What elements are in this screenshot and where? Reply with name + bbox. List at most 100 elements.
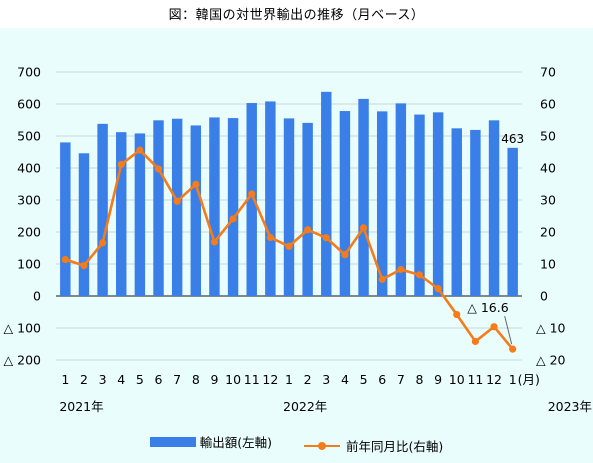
x-tick-label: 9: [434, 372, 442, 387]
line-point: [397, 265, 405, 274]
line-point: [434, 285, 442, 293]
x-tick-label: 4: [117, 372, 125, 387]
bar: [414, 114, 425, 296]
right-tick-label: △ 10: [536, 321, 566, 336]
last-point-data-label: △ 16.6: [467, 300, 508, 315]
line-point: [304, 226, 312, 234]
x-axis-ticks: 1 2 3 4 5 6 7 8 9 10 11 12 1 2 3 4 5 6 7 8 9 10 11 12 1 (月)2021年 2…: [59, 372, 592, 414]
x-tick-label: 1: [61, 372, 69, 387]
line-point: [80, 262, 88, 270]
month-unit-label: (月): [518, 372, 540, 387]
right-tick-label: 10: [540, 257, 556, 272]
callout-line: [504, 315, 513, 345]
legend: 輸出額(左軸) 前年同月比(右軸): [0, 432, 593, 455]
right-tick-label: 30: [540, 193, 556, 208]
bar: [470, 129, 481, 296]
x-tick-label: 12: [486, 372, 502, 387]
left-tick-label: 600: [17, 97, 41, 112]
line-point: [192, 180, 200, 188]
x-tick-label: 9: [210, 372, 218, 387]
bar-series: [60, 91, 518, 297]
annotations: 463 △ 16.6: [467, 132, 524, 345]
bar: [451, 128, 462, 296]
x-tick-label: 6: [378, 372, 386, 387]
bar: [78, 153, 90, 296]
right-tick-label: △ 20: [536, 353, 566, 368]
x-tick-label: 10: [449, 372, 465, 387]
legend-item-exports: 輸出額(左軸): [149, 432, 272, 451]
legend-item-yoy: 前年同月比(右軸): [303, 436, 443, 455]
legend-line-swatch: [303, 441, 340, 450]
bar: [376, 111, 388, 296]
line-point: [378, 275, 386, 283]
line-point: [322, 234, 330, 242]
line-point: [173, 197, 181, 205]
x-tick-label: 1: [509, 372, 517, 387]
x-tick-label: 12: [262, 372, 278, 387]
bar: [134, 133, 146, 296]
x-tick-label: 4: [341, 372, 349, 387]
bar: [227, 118, 239, 296]
line-point: [61, 255, 69, 264]
bar: [321, 91, 332, 296]
x-tick-label: 1: [285, 372, 293, 387]
line-point: [136, 146, 144, 154]
bar: [60, 142, 71, 296]
bar: [246, 103, 257, 296]
x-tick-label: 2: [304, 372, 312, 387]
line-point: [99, 239, 107, 247]
line-series: [61, 146, 517, 353]
x-tick-label: 7: [173, 372, 181, 387]
bar: [432, 112, 444, 296]
left-tick-label: 0: [33, 289, 41, 304]
right-tick-label: 20: [540, 225, 556, 240]
x-tick-label: 8: [192, 372, 200, 387]
left-tick-label: 500: [17, 129, 41, 144]
line-point: [210, 238, 219, 246]
line-point: [359, 224, 368, 232]
bar: [488, 120, 500, 296]
right-tick-label: 40: [540, 161, 556, 176]
x-tick-label: 2: [80, 372, 88, 387]
right-tick-label: 60: [540, 97, 556, 112]
bar: [209, 117, 220, 296]
right-axis-ticks: 70 60 50 40 30 20 10 0 △ 10 △ 20: [536, 65, 566, 368]
x-tick-label: 11: [467, 372, 483, 387]
bar: [283, 118, 295, 297]
x-tick-label: 3: [322, 372, 330, 387]
x-tick-label: 7: [397, 372, 405, 387]
year-label: 2022年: [283, 399, 327, 414]
line-point: [285, 242, 293, 250]
right-tick-label: 50: [540, 129, 556, 144]
bar: [171, 118, 183, 296]
line-point: [509, 345, 517, 353]
line-point: [117, 160, 125, 169]
line-point: [453, 310, 461, 319]
left-tick-label: 100: [17, 257, 41, 272]
line-point: [490, 323, 498, 331]
line-point: [341, 251, 349, 259]
bar: [116, 132, 127, 296]
bar: [97, 123, 108, 296]
x-tick-label: 8: [416, 372, 424, 387]
x-tick-label: 5: [136, 372, 144, 387]
bar: [153, 120, 164, 296]
left-tick-label: 200: [17, 225, 41, 240]
left-tick-label: △ 200: [4, 353, 41, 368]
left-tick-label: 400: [17, 161, 41, 176]
line-point: [154, 165, 163, 173]
left-tick-label: △ 100: [4, 321, 41, 336]
legend-label-exports: 輸出額(左軸): [199, 435, 272, 450]
year-label: 2023年: [548, 399, 592, 414]
chart-title: 図：韓国の対世界輸出の推移（月ベース）: [168, 8, 425, 23]
right-tick-label: 0: [540, 289, 548, 304]
bar: [395, 103, 407, 296]
line-point: [415, 271, 424, 279]
right-tick-label: 70: [540, 65, 556, 80]
left-tick-label: 700: [17, 65, 41, 80]
bar: [265, 101, 276, 296]
line-point: [266, 233, 274, 242]
bar: [507, 147, 518, 296]
x-tick-label: 3: [99, 372, 107, 387]
